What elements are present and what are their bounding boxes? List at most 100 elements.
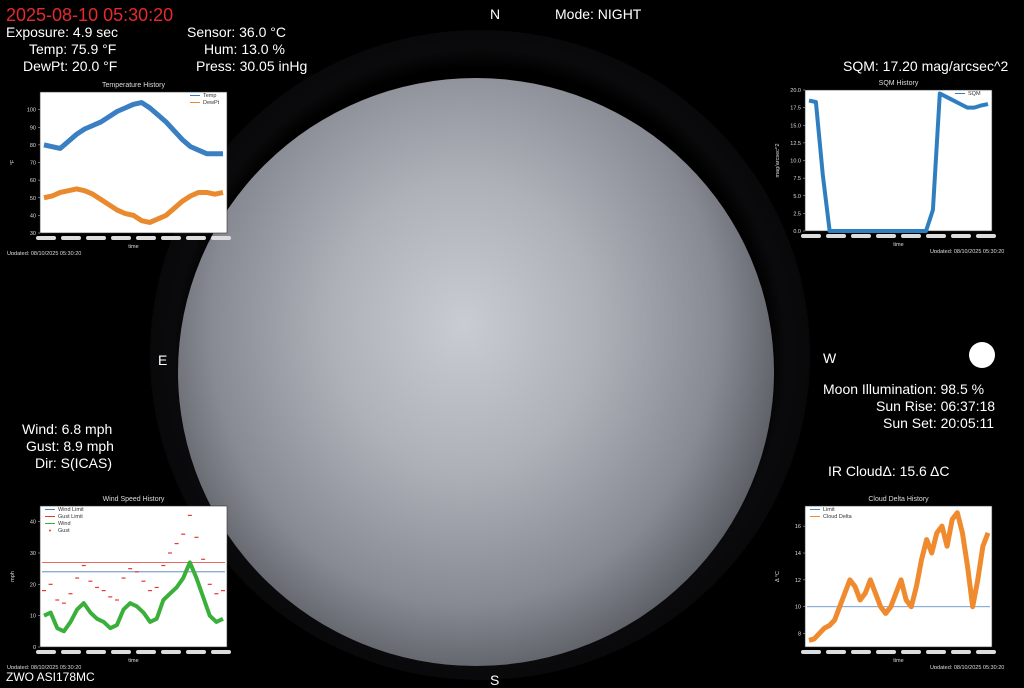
x-tick-label [876,650,896,654]
x-tick-label [901,650,921,654]
legend-label: Temp [203,93,216,99]
x-tick-label [186,650,206,654]
x-axis-label: time [128,244,138,250]
y-tick-label: 100 [27,108,36,114]
x-tick-label [161,236,181,240]
legend-label: Wind Limit [58,507,84,513]
y-tick-label: 50 [30,196,36,202]
y-tick-label: 40 [30,520,36,526]
series-point-gust [81,564,86,567]
x-tick-label [211,650,231,654]
cardinal-west: W [823,350,837,366]
updated-label: Updated: 08/10/2025 05:30:20 [930,249,1004,253]
sqm-label: SQM: 17.20 mag/arcsec^2 [843,58,1009,74]
updated-label: Updated: 08/10/2025 05:30:20 [7,665,81,669]
series-point-gust [42,590,46,592]
y-axis-label: Δ °C [775,571,781,582]
series-point-gust [75,577,80,579]
x-tick-label [926,650,946,654]
updated-label: Updated: 08/10/2025 05:30:20 [7,251,81,255]
x-axis-label: time [893,242,903,248]
wind-label: Wind: 6.8 mph [22,421,113,437]
series-point-gust [141,580,146,582]
y-axis-label: °F [10,159,16,165]
x-tick-label [801,234,821,238]
series-point-gust [161,564,166,567]
chart-title: SQM History [879,80,919,87]
x-tick-label [951,650,971,654]
legend-label: Limit [823,507,835,513]
cardinal-south: S [490,672,500,688]
y-tick-label: 12 [795,578,801,584]
sunrise-label: Sun Rise: 06:37:18 [876,398,996,414]
cloud-delta-history-chart: Cloud Delta History 8 10 12 14 16 Δ °C time Upda… [770,489,1020,669]
x-tick-label [111,650,131,654]
x-tick-label [851,234,871,238]
x-tick-label [86,650,106,654]
y-tick-label: 17.5 [790,106,801,112]
legend-label: Gust Limit [58,514,83,520]
chart-svg: SQM History 0.0 2.5 5.0 7.5 10.0 12.5 15.0 17.5 2… [775,80,1004,253]
x-axis-label: time [128,658,138,664]
y-tick-label: 20.0 [790,88,801,94]
y-tick-label: 20 [30,582,36,588]
x-tick-label [111,236,131,240]
series-point-gust [134,571,139,573]
x-tick-label [826,234,846,238]
y-tick-label: 5.0 [793,194,801,200]
y-axis-label: mag/arcsec^2 [775,143,781,177]
y-tick-label: 16 [795,524,801,530]
all-sky-image [178,78,774,666]
series-point-gust [154,586,159,589]
humidity-label: Hum: 13.0 % [204,41,285,57]
series-point-gust [114,599,119,601]
gust-label: Gust: 8.9 mph [26,438,114,454]
series-point-gust [61,602,66,604]
y-tick-label: 15.0 [790,123,801,129]
series-point-gust [68,593,73,595]
series-line-cloud-delta [808,510,991,643]
legend-label: Wind [58,521,71,527]
series-point-gust [207,583,212,585]
series-line-wind [43,560,224,634]
y-tick-label: 0.0 [793,229,801,235]
series-point-gust [108,596,113,598]
y-tick-label: 80 [30,143,36,149]
sunset-label: Sun Set: 20:05:11 [883,415,995,431]
y-tick-label: 10 [795,605,801,611]
series-line-dewpt [43,186,224,225]
chart-title: Cloud Delta History [868,496,929,503]
series-point-gust [128,568,133,570]
y-tick-label: 2.5 [793,211,801,217]
x-tick-label [136,236,156,240]
series-line-temp [43,100,223,157]
sqm-history-chart: SQM History 0.0 2.5 5.0 7.5 10.0 12.5 15.0 17.5 2… [770,73,1020,253]
legend-label: Gust [58,528,70,534]
series-point-gust [167,552,172,554]
x-tick-label [36,236,56,240]
chart-svg: Wind Speed History 0 10 20 30 40 mph time Update… [7,496,231,669]
series-point-gust [55,599,60,601]
y-tick-label: 12.5 [790,141,801,147]
x-axis-label: time [893,658,903,664]
x-tick-label [976,234,996,238]
cardinal-east: E [158,352,168,368]
series-point-gust [187,514,192,516]
y-tick-label: 60 [30,178,36,184]
plot-area [39,91,228,234]
y-tick-label: 7.5 [793,176,801,182]
wind-speed-history-chart: Wind Speed History 0 10 20 30 40 mph time Update… [5,489,255,669]
series-point-gust [48,583,53,585]
x-tick-label [851,650,871,654]
x-tick-label [876,234,896,238]
x-tick-label [901,234,921,238]
moon-illumination-label: Moon Illumination: 98.5 % [823,381,985,397]
x-tick-label [801,650,821,654]
y-tick-label: 40 [30,213,36,219]
chart-svg: Cloud Delta History 8 10 12 14 16 Δ °C time Upda… [775,496,1004,669]
x-tick-label [826,650,846,654]
chart-svg: Temperature History 30 40 50 60 70 80 90 100 °F ti… [7,82,231,255]
mode-label: Mode: NIGHT [555,6,642,22]
